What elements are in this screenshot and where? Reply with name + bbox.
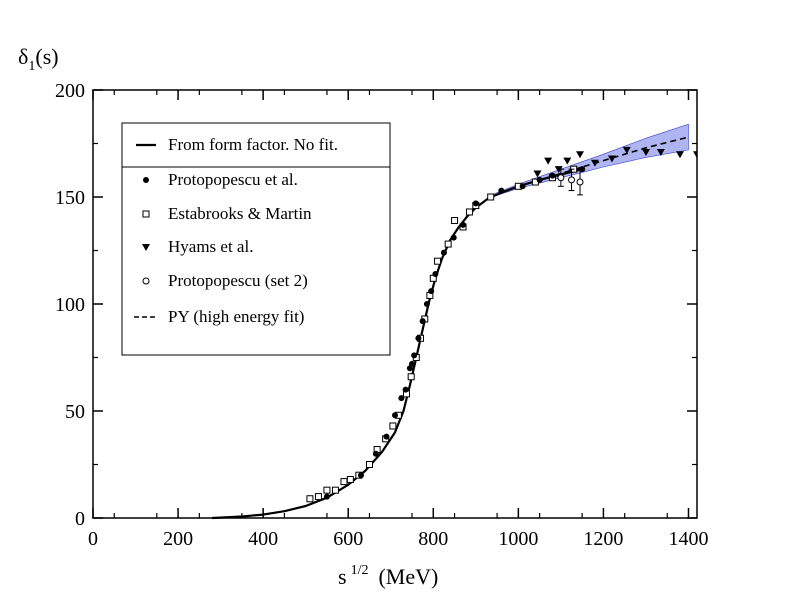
data-point-filled-triangle-down xyxy=(622,146,631,154)
data-point-open-square xyxy=(444,240,452,248)
y-axis-title-main: δ xyxy=(18,44,28,69)
y-tick-label: 150 xyxy=(55,187,85,209)
legend-swatch-filled-circle xyxy=(143,177,149,183)
y-tick-label: 0 xyxy=(75,508,85,530)
data-points xyxy=(306,146,697,503)
data-point-filled-circle xyxy=(498,187,505,194)
data-point-filled-circle xyxy=(323,493,330,500)
data-point-filled-circle xyxy=(383,433,390,440)
x-tick-label: 1200 xyxy=(583,528,623,550)
x-tick-label: 200 xyxy=(163,528,193,550)
legend-swatch-filled-triangle-down xyxy=(142,244,150,251)
data-point-filled-circle xyxy=(450,234,457,241)
data-point-filled-circle xyxy=(423,301,430,307)
data-point-open-square xyxy=(451,217,459,225)
data-point-filled-triangle-down xyxy=(656,149,665,157)
axes: 0 200 400 600 800 1000 1200 1400 0 50 100 150 200 xyxy=(55,80,708,550)
data-point-open-square xyxy=(465,208,473,216)
data-point-open-square xyxy=(389,422,397,430)
data-point-filled-circle xyxy=(536,176,543,183)
y-axis-title-rest: (s) xyxy=(35,44,58,69)
data-point-open-square xyxy=(306,495,314,503)
data-point-filled-circle xyxy=(419,318,426,325)
y-tick-label: 50 xyxy=(65,401,85,423)
data-point-filled-circle xyxy=(519,183,526,190)
data-point-filled-triangle-down xyxy=(641,149,650,157)
legend-label: Hyams et al. xyxy=(168,237,253,256)
x-axis-title-main: s xyxy=(338,564,347,589)
legend-label: Estabrooks & Martin xyxy=(168,204,312,223)
data-point-open-square xyxy=(407,373,415,381)
data-point-filled-circle xyxy=(415,335,422,342)
x-axis-title-unit: (MeV) xyxy=(378,564,438,589)
data-point-filled-triangle-down xyxy=(533,170,542,178)
data-point-filled-circle xyxy=(432,271,439,278)
data-point-filled-circle xyxy=(472,200,479,207)
x-tick-label: 600 xyxy=(333,528,363,550)
data-point-filled-circle xyxy=(392,412,398,419)
data-point-filled-circle xyxy=(372,450,379,457)
data-point-filled-triangle-down xyxy=(563,157,572,165)
data-point-filled-circle xyxy=(549,172,556,179)
data-point-filled-triangle-down xyxy=(693,151,697,159)
y-tick-label: 200 xyxy=(55,80,85,102)
form-factor-curve xyxy=(212,168,583,520)
data-point-filled-triangle-down xyxy=(590,159,599,167)
data-point-open-circle xyxy=(576,178,584,186)
data-point-filled-circle xyxy=(409,360,416,367)
plot-area xyxy=(212,123,697,520)
data-point-open-square xyxy=(346,475,354,483)
data-point-filled-circle xyxy=(411,352,418,359)
data-point-filled-circle xyxy=(428,288,435,295)
legend-label: Protopopescu (set 2) xyxy=(168,271,308,290)
data-point-open-square xyxy=(365,461,373,468)
y-tick-label: 100 xyxy=(55,294,85,316)
x-axis-title: s 1/2 (MeV) xyxy=(338,563,438,589)
x-tick-label: 0 xyxy=(88,528,98,550)
x-tick-label: 1000 xyxy=(498,528,538,550)
data-point-open-circle xyxy=(568,176,576,184)
data-point-filled-circle xyxy=(402,386,409,393)
data-point-open-square xyxy=(340,478,348,486)
data-point-filled-circle xyxy=(440,249,447,256)
x-tick-label: 1400 xyxy=(668,528,708,550)
data-point-filled-triangle-down xyxy=(544,157,553,165)
data-point-open-square xyxy=(487,193,495,201)
data-point-open-square xyxy=(323,486,331,494)
data-point-open-circle xyxy=(557,174,565,182)
y-axis-title-sub: 1 xyxy=(28,59,35,74)
data-point-filled-triangle-down xyxy=(675,151,684,159)
data-point-filled-circle xyxy=(357,472,364,479)
legend-label: Protopopescu et al. xyxy=(168,170,298,189)
x-axis-title-sup: 1/2 xyxy=(351,563,369,578)
data-point-filled-triangle-down xyxy=(607,155,616,163)
x-tick-label: 400 xyxy=(248,528,278,550)
data-point-open-square xyxy=(434,257,442,265)
data-point-open-square xyxy=(314,493,322,501)
x-tick-label: 800 xyxy=(418,528,448,550)
legend-label: From form factor. No fit. xyxy=(168,135,338,154)
data-point-open-square xyxy=(331,486,339,494)
data-point-filled-circle xyxy=(460,221,467,228)
data-point-filled-circle xyxy=(398,395,405,402)
y-axis-title: δ1(s) xyxy=(18,44,59,74)
legend-swatch-open-square xyxy=(142,210,150,218)
legend-label: PY (high energy fit) xyxy=(168,307,304,326)
legend-swatch-open-circle xyxy=(142,277,150,285)
legend: From form factor. No fit. Protopopescu et… xyxy=(121,122,391,356)
data-point-filled-triangle-down xyxy=(576,151,585,159)
legend-box xyxy=(121,122,391,356)
